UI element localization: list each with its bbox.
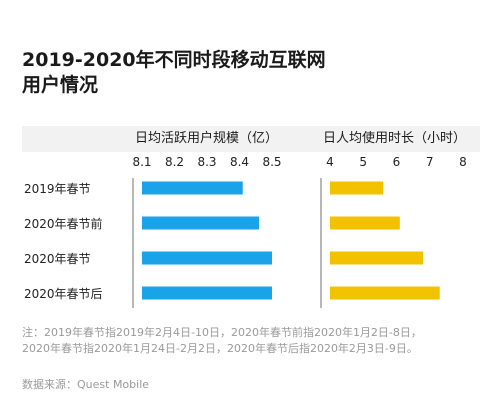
time-bar [330,251,424,265]
time-bar [330,286,440,300]
dau-bar [142,251,272,265]
data-source: 数据来源：Quest Mobile [22,378,150,391]
tick-label: 5 [359,155,367,169]
footnote-line-2: 2020年春节指2020年1月24日-2月2日，2020年春节后指2020年2月… [22,342,418,355]
category-label: 2019年春节 [24,182,91,196]
tick-label: 8.5 [262,155,281,169]
time-bar [330,181,384,195]
dau-bar [142,216,259,230]
chart-title-line-1: 2019-2020年不同时段移动互联网 [22,49,326,71]
tick-label: 7 [426,155,434,169]
tick-label: 6 [393,155,401,169]
tick-label: 8 [459,155,467,169]
chart-title-line-2: 用户情况 [22,74,99,96]
tick-label: 8.3 [197,155,216,169]
category-label: 2020年春节后 [24,287,103,301]
tick-label: 4 [326,155,334,169]
time-panel-title: 日人均使用时长（小时） [323,131,467,146]
chart-title: 2019-2020年不同时段移动互联网 用户情况 [22,48,326,98]
time-bar [330,216,400,230]
tick-label: 8.4 [230,155,249,169]
category-label: 2020年春节前 [24,216,103,231]
footnote-line-1: 注：2019年春节指2019年2月4日-10日，2020年春节前指2020年1月… [22,326,422,339]
dau-bar [142,181,243,195]
dau-panel-title: 日均活跃用户规模（亿） [135,131,279,146]
dau-bar [142,286,272,300]
tick-label: 8.1 [132,155,151,169]
category-label: 2020年春节 [24,252,91,266]
tick-label: 8.2 [165,155,184,169]
panel-header-band [22,126,480,152]
